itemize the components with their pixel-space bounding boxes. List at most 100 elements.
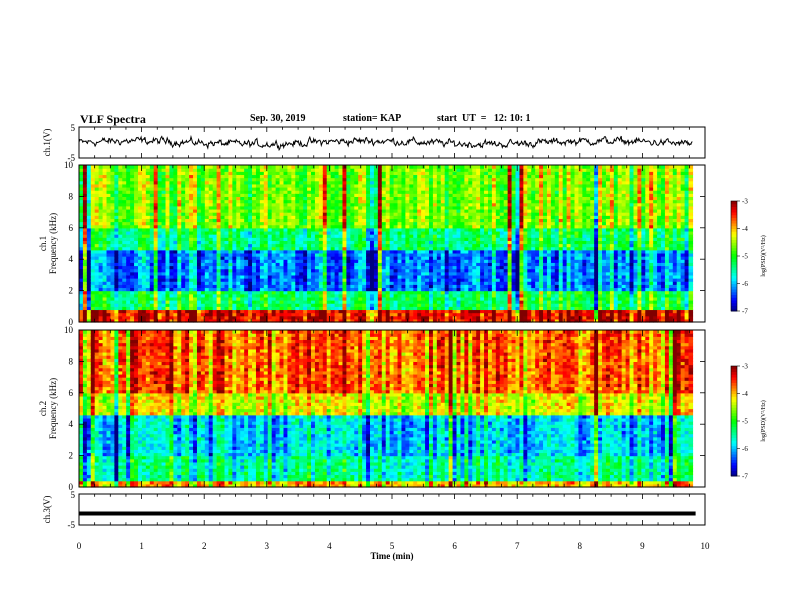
spectrogram-cell [106, 174, 112, 179]
spectrogram-cell [82, 284, 88, 289]
spectrogram-cell [126, 274, 131, 279]
spectrogram-cell [110, 268, 115, 273]
spectrogram-cell [90, 293, 96, 298]
spectrogram-cell [134, 246, 139, 251]
spectrogram-cell [82, 183, 88, 188]
spectrogram-cell [137, 259, 143, 263]
spectrogram-cell [137, 165, 143, 169]
spectrogram-cell [102, 199, 108, 204]
spectrogram-cell [79, 230, 84, 235]
spectrogram-cell [79, 252, 84, 257]
spectrogram-cell [114, 243, 119, 248]
spectrogram-cell [82, 240, 88, 245]
spectrogram-cell [90, 252, 96, 257]
spectrogram-cell [122, 202, 127, 207]
spectrogram-cell [110, 202, 115, 207]
spectrogram-cell [90, 234, 96, 238]
spectrogram-cell [137, 183, 143, 188]
spectrogram-cell [460, 165, 465, 169]
spectrogram-cell [118, 306, 123, 311]
spectrogram-cell [98, 199, 104, 204]
spectrogram-cell [90, 256, 96, 260]
spectrogram-cell [86, 215, 92, 219]
spectrogram-cell [314, 165, 320, 169]
spectrogram-cell [90, 180, 96, 185]
spectrogram-cell [106, 165, 112, 169]
spectrogram-cell [118, 293, 123, 298]
spectrogram-cell [134, 281, 139, 285]
spectrogram-cell [82, 296, 88, 301]
spectrogram-cell [118, 256, 123, 260]
spectrogram-cell [82, 315, 88, 320]
spectrogram-cell [287, 165, 292, 169]
spectrogram-cell [82, 278, 88, 282]
spectrogram-cell [134, 252, 139, 257]
spectrogram-cell [106, 218, 112, 223]
spectrogram-cell [208, 165, 214, 169]
spectrogram-cell [82, 221, 88, 226]
spectrogram-cell [98, 315, 104, 320]
spectrogram-cell [79, 180, 84, 185]
spectrogram-cell [118, 300, 123, 304]
spectrogram-cell [94, 177, 100, 182]
spectrogram-cell [82, 215, 88, 219]
spectrogram-cell [193, 165, 198, 169]
spectrogram-cell [79, 256, 84, 260]
spectrogram-cell [98, 287, 104, 292]
spectrogram-cell [114, 180, 119, 185]
spectrogram-cell [118, 168, 123, 172]
spectrogram-cell [102, 186, 108, 191]
spectrogram-cell [224, 165, 230, 169]
spectrogram-cell [98, 300, 104, 304]
spectrogram-cell [102, 268, 108, 273]
spectrogram-cell [118, 180, 123, 185]
spectrogram-cell [79, 246, 84, 251]
spectrogram-cell [114, 278, 119, 282]
spectrogram-cell [94, 278, 100, 282]
spectrogram-cell [110, 208, 115, 213]
spectrogram-cell [307, 165, 312, 169]
spectrogram-cell [86, 306, 92, 311]
spectrogram-cell [102, 296, 108, 301]
spectrogram-cell [110, 199, 115, 204]
spectrogram-cell [110, 265, 115, 270]
spectrogram-cell [137, 174, 143, 179]
spectrogram-cell [141, 290, 147, 295]
spectrogram-cell [126, 183, 131, 188]
spectrogram-cell [169, 165, 174, 169]
spectrogram-cell [94, 230, 100, 235]
spectrogram-cell [134, 183, 139, 188]
spectrogram-cell [98, 243, 104, 248]
spectrogram-cell [118, 230, 123, 235]
spectrogram-cell [110, 243, 115, 248]
spectrogram-cell [90, 221, 96, 226]
spectrogram-cell [122, 240, 127, 245]
spectrogram-cell [122, 265, 127, 270]
spectrogram-cell [102, 171, 108, 176]
spectrogram-cell [90, 265, 96, 270]
spectrogram-cell [90, 268, 96, 273]
spectrogram-cell [82, 318, 88, 323]
spectrogram-cell [137, 246, 143, 251]
spectrogram-cell [102, 165, 108, 169]
spectrogram-cell [79, 177, 84, 182]
spectrogram-cell [110, 218, 115, 223]
spectrogram-cell [130, 259, 135, 263]
spectrogram-cell [94, 180, 100, 185]
spectrogram-cell [86, 296, 92, 301]
spectrogram-cell [244, 165, 249, 169]
spectrogram-cell [134, 171, 139, 176]
spectrogram-cell [137, 224, 143, 229]
spectrogram-cell [79, 249, 84, 254]
spectrogram-cell [137, 208, 143, 213]
spectrogram-cell [137, 309, 143, 314]
spectrogram-cell [106, 296, 112, 301]
spectrogram-cell [137, 215, 143, 219]
spectrogram-cell [98, 318, 104, 323]
spectrogram-cell [134, 202, 139, 207]
spectrogram-cell [130, 246, 135, 251]
spectrogram-cell [94, 300, 100, 304]
spectrogram-cell [79, 296, 84, 301]
spectrogram-cell [94, 205, 100, 210]
spectrogram-cell [145, 165, 151, 169]
